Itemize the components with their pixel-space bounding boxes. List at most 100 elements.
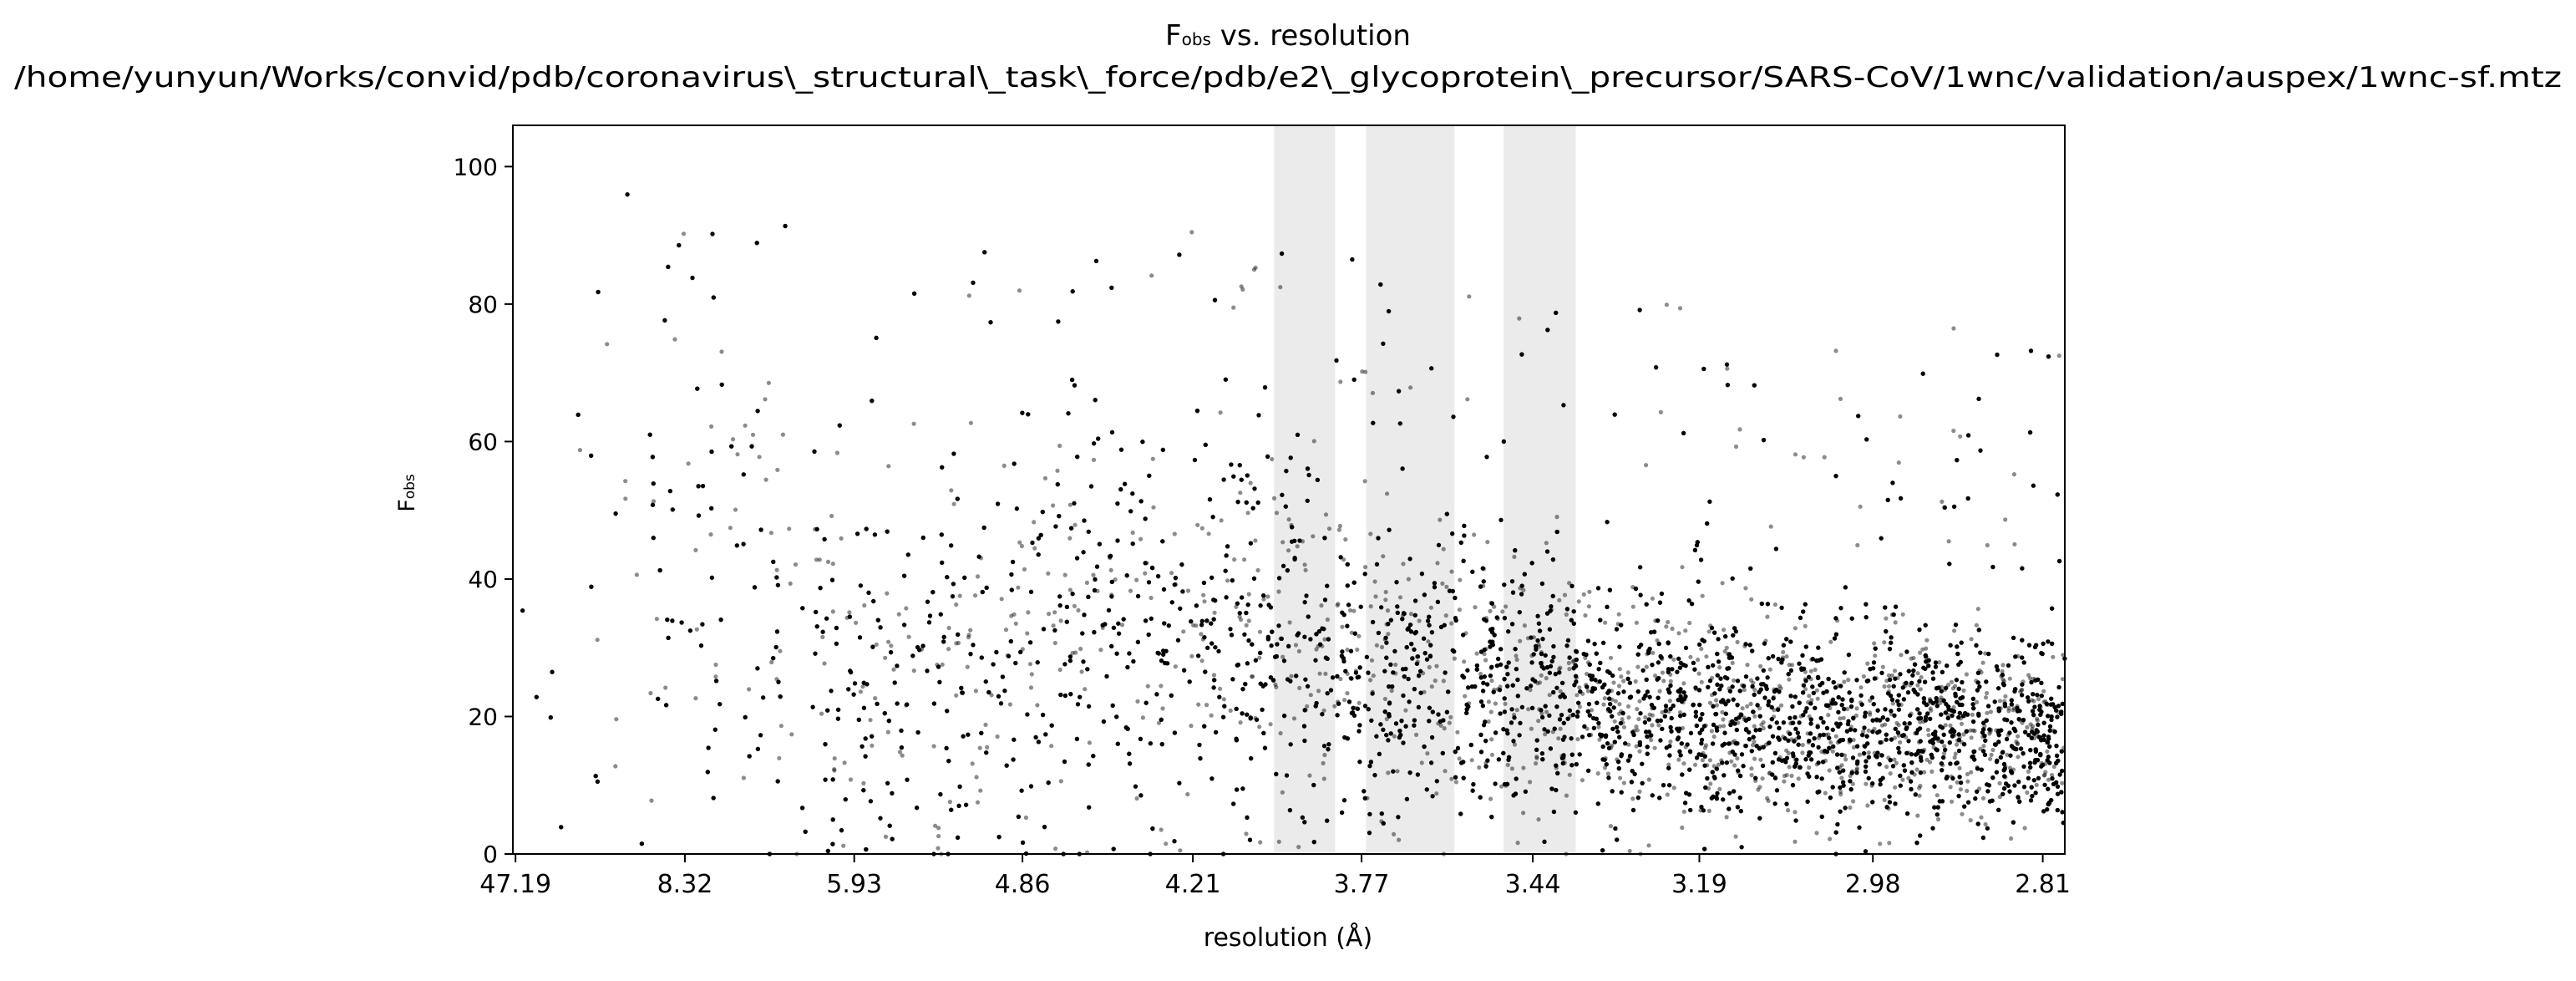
data-point [1079, 669, 1084, 674]
data-point [1828, 699, 1833, 704]
data-point [1608, 655, 1614, 660]
data-point [839, 536, 844, 541]
data-point [1970, 754, 1975, 759]
data-point [1229, 462, 1234, 467]
data-point [968, 420, 973, 425]
data-point [1547, 609, 1552, 614]
data-point [844, 615, 849, 620]
data-point [1975, 607, 1980, 612]
data-point [1727, 652, 1732, 657]
data-point [1782, 773, 1787, 779]
data-point [1194, 623, 1199, 628]
data-point [1975, 766, 1980, 771]
data-point [1815, 696, 1820, 701]
data-point [1534, 761, 1539, 766]
data-point [1747, 737, 1752, 742]
data-point [1385, 491, 1390, 496]
data-point [803, 829, 808, 834]
data-point [1808, 677, 1813, 682]
data-point [2015, 704, 2020, 709]
data-point [1009, 613, 1014, 618]
data-point [2034, 782, 2039, 788]
data-point [1765, 614, 1770, 619]
data-point [870, 644, 875, 649]
data-point [2056, 758, 2061, 764]
data-point [954, 602, 959, 607]
data-point [2019, 688, 2024, 693]
data-point [1941, 698, 1946, 703]
data-point [1585, 689, 1590, 694]
data-point [1742, 715, 1747, 720]
data-point [1246, 592, 1251, 597]
data-point [1356, 633, 1362, 638]
data-point [1083, 687, 1088, 692]
data-point [1539, 673, 1544, 678]
data-point [1600, 848, 1605, 853]
data-point [1668, 672, 1673, 677]
data-point [1425, 751, 1430, 756]
data-point [1335, 602, 1340, 608]
data-point [1528, 688, 1533, 693]
data-point [1379, 819, 1384, 824]
data-point [825, 559, 831, 565]
data-point [1772, 708, 1777, 713]
data-point [1047, 612, 1052, 617]
data-point [935, 662, 940, 668]
data-point [1938, 700, 1943, 706]
data-point [1738, 711, 1743, 717]
data-point [1421, 671, 1426, 676]
data-point [1867, 710, 1873, 715]
data-point [1739, 752, 1745, 757]
data-point [1706, 629, 1711, 634]
data-point [1349, 630, 1354, 635]
data-point [1143, 571, 1148, 576]
data-point [1787, 663, 1792, 668]
data-point [1620, 720, 1625, 725]
data-point [1637, 749, 1642, 754]
data-point [1940, 499, 1945, 505]
data-point [1861, 729, 1866, 734]
data-point [1019, 543, 1024, 549]
data-point [1884, 679, 1889, 684]
data-point [1296, 845, 1301, 850]
data-point [814, 557, 819, 562]
data-point [1610, 743, 1615, 748]
data-point [1605, 708, 1610, 714]
data-point [1500, 609, 1505, 614]
data-point [1904, 724, 1909, 729]
data-point [1681, 761, 1686, 766]
data-point [1611, 680, 1616, 685]
data-point [1438, 517, 1443, 522]
data-point [1231, 305, 1236, 310]
data-point [1748, 701, 1753, 707]
data-point [1626, 742, 1631, 747]
data-point [1909, 711, 1914, 716]
data-point [1143, 618, 1149, 623]
data-point [1569, 583, 1575, 588]
data-point [1544, 665, 1550, 670]
data-point [1920, 749, 1925, 754]
data-point [1838, 716, 1843, 721]
data-point [1062, 693, 1067, 699]
data-point [763, 397, 768, 402]
data-point [1807, 714, 1812, 719]
data-point [1381, 821, 1386, 826]
data-point [1134, 577, 1139, 582]
data-point [1782, 779, 1787, 784]
data-point [1889, 712, 1894, 717]
data-point [956, 640, 961, 646]
data-point [1426, 639, 1431, 644]
data-point [1969, 735, 1974, 740]
data-point [1238, 490, 1243, 496]
data-point [1908, 683, 1913, 688]
data-point [2038, 705, 2043, 710]
data-point [1567, 655, 1572, 660]
data-point [1656, 618, 1661, 623]
data-point [1544, 541, 1549, 546]
data-point [1003, 628, 1009, 633]
data-point [1866, 728, 1871, 733]
data-point [1017, 540, 1022, 545]
data-point [1378, 722, 1383, 727]
data-point [1886, 689, 1891, 694]
data-point [1204, 703, 1209, 708]
